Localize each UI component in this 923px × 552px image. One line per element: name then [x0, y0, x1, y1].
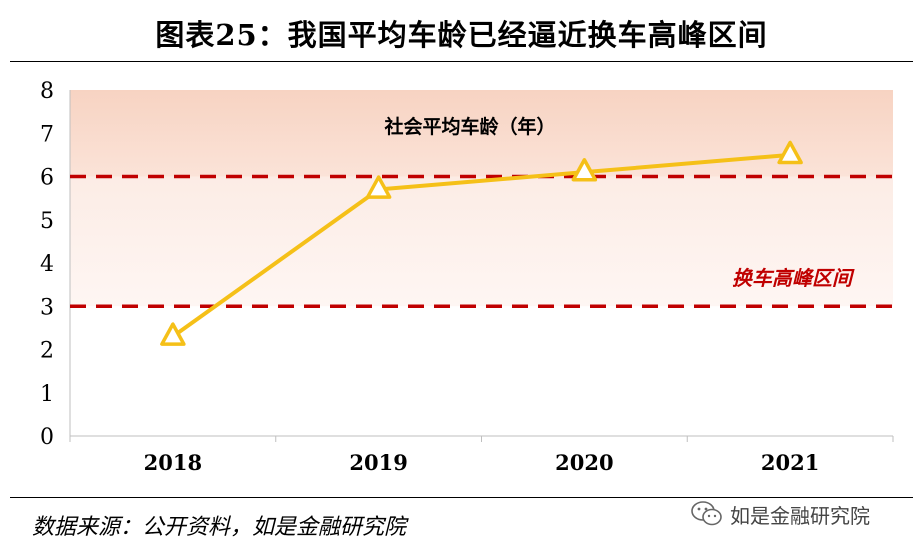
- y-tick-label: 4: [40, 252, 54, 277]
- y-tick-label: 2: [40, 339, 54, 364]
- x-tick-label: 2018: [144, 450, 202, 475]
- band-label: 换车高峰区间: [732, 266, 855, 290]
- y-tick-label: 3: [40, 295, 54, 320]
- wechat-icon: [691, 501, 722, 526]
- y-tick-label: 1: [40, 382, 54, 407]
- watermark-text: 如是金融研究院: [730, 503, 870, 528]
- data-point-marker: [777, 140, 803, 165]
- title-divider: [10, 61, 913, 62]
- data-point-marker: [160, 322, 186, 346]
- chart-title: 图表25：我国平均车龄已经逼近换车高峰区间: [155, 18, 768, 52]
- y-tick-label: 0: [40, 425, 54, 450]
- data-point-marker: [571, 158, 598, 182]
- watermark: 如是金融研究院: [690, 499, 870, 529]
- series-label: 社会平均车龄（年）: [383, 115, 555, 138]
- source-note: 数据来源：公开资料，如是金融研究院: [32, 515, 407, 540]
- y-tick-label: 8: [40, 79, 54, 104]
- y-tick-label: 6: [40, 166, 54, 191]
- x-tick-label: 2020: [555, 450, 613, 475]
- x-tick-label: 2019: [349, 450, 407, 475]
- series-line: [171, 152, 791, 339]
- x-tick-label: 2021: [761, 450, 819, 475]
- replacement-peak-band: [70, 176, 893, 307]
- y-tick-label: 5: [40, 209, 54, 234]
- y-tick-label: 7: [40, 122, 54, 147]
- data-point-marker: [365, 175, 392, 199]
- upper-band: [70, 90, 893, 177]
- footer-divider: [10, 497, 913, 498]
